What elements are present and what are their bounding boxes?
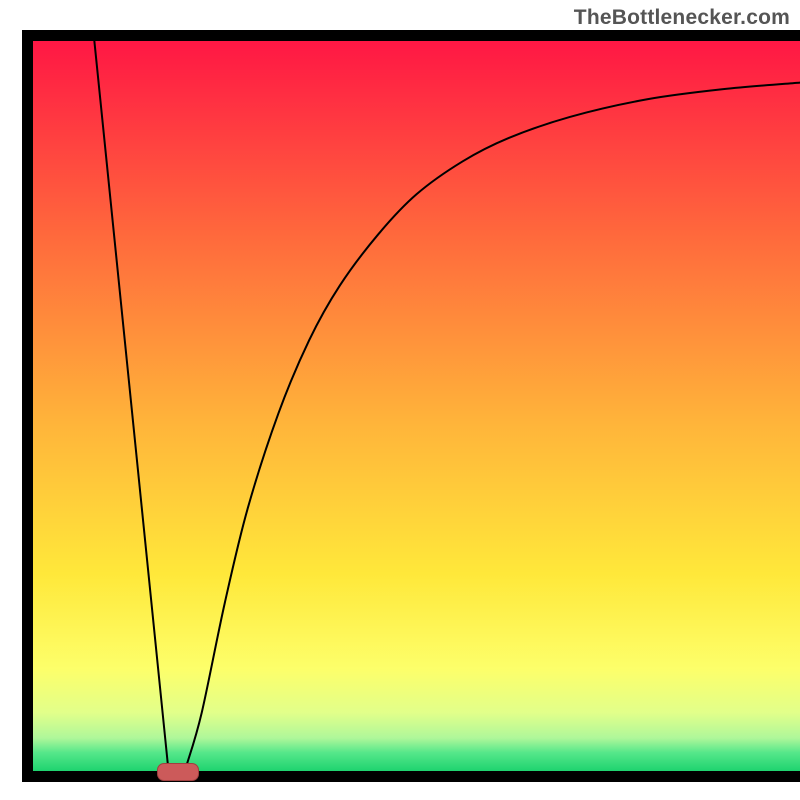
curve-right <box>186 83 800 766</box>
plot-area <box>33 41 800 771</box>
figure-root: TheBottlenecker.com <box>0 0 800 800</box>
watermark-text: TheBottlenecker.com <box>574 6 790 30</box>
curves-svg <box>33 41 800 771</box>
dip-marker <box>157 763 199 781</box>
curve-left-line <box>94 41 168 766</box>
